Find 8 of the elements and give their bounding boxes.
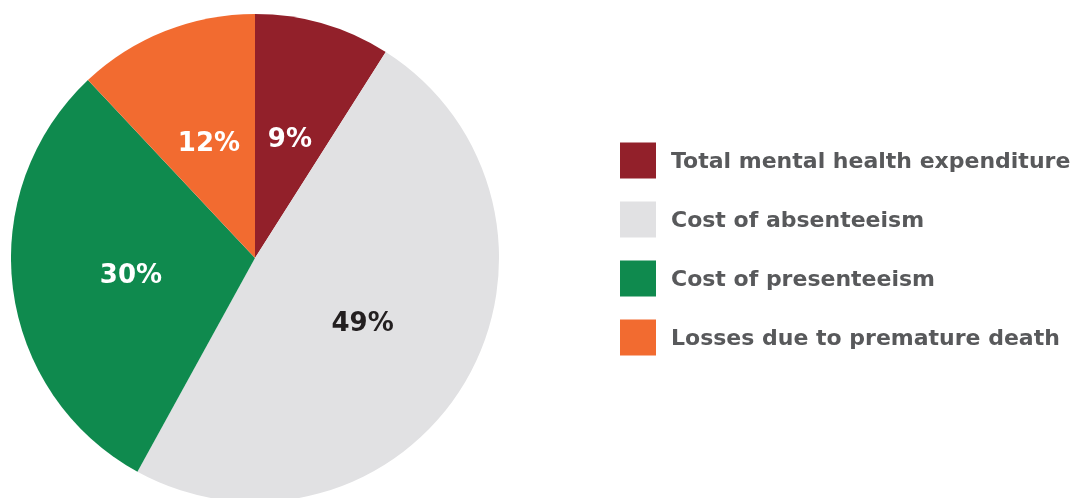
data-label: 49%: [331, 306, 394, 337]
legend-label: Cost of presenteeism: [671, 266, 935, 291]
data-label: 30%: [99, 258, 163, 289]
data-label: 12%: [177, 126, 241, 157]
legend-label: Cost of absenteeism: [671, 207, 925, 232]
data-label: 9%: [267, 122, 312, 153]
legend-label: Total mental health expenditure: [671, 148, 1071, 173]
legend-label: Losses due to premature death: [671, 325, 1060, 350]
